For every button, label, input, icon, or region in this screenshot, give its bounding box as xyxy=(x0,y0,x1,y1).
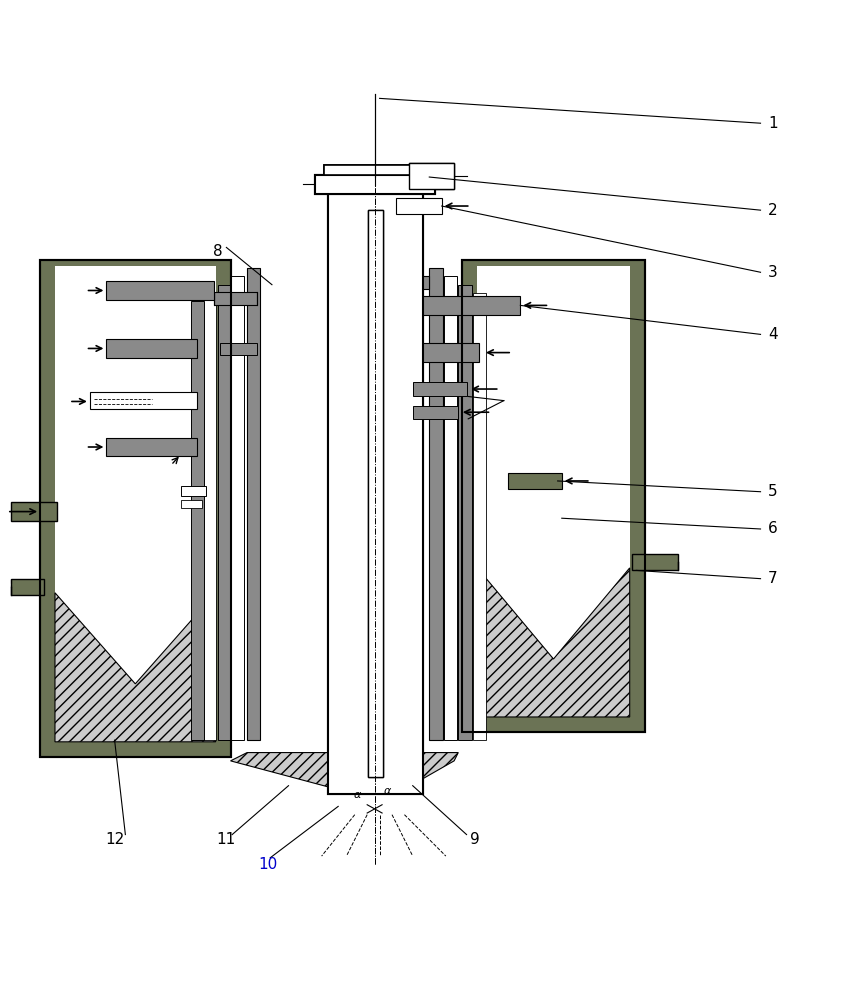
Bar xyxy=(413,406,458,419)
Bar xyxy=(106,281,214,300)
Bar xyxy=(90,392,197,409)
Bar xyxy=(462,260,645,732)
Bar xyxy=(508,473,562,489)
Text: 5: 5 xyxy=(768,484,778,499)
Text: 12: 12 xyxy=(105,832,125,847)
Bar xyxy=(316,175,435,194)
Bar xyxy=(247,268,260,740)
Bar xyxy=(368,210,383,777)
Text: $\alpha$: $\alpha$ xyxy=(383,786,392,796)
Bar xyxy=(473,293,487,740)
Bar xyxy=(396,198,442,214)
Polygon shape xyxy=(386,753,458,794)
Text: 1: 1 xyxy=(768,116,778,131)
Bar xyxy=(181,500,201,508)
Bar xyxy=(323,165,427,175)
Bar xyxy=(316,175,435,194)
Bar xyxy=(632,554,678,570)
Bar xyxy=(323,165,427,175)
Bar xyxy=(413,296,520,315)
Text: 6: 6 xyxy=(768,521,778,536)
Text: 10: 10 xyxy=(258,857,277,872)
Bar xyxy=(413,343,479,362)
Polygon shape xyxy=(231,753,365,794)
Polygon shape xyxy=(332,761,369,790)
Bar xyxy=(203,293,216,740)
Polygon shape xyxy=(55,593,216,742)
Bar xyxy=(191,301,204,740)
Bar xyxy=(55,266,216,742)
Bar xyxy=(218,285,232,740)
Bar xyxy=(458,285,472,740)
Bar xyxy=(462,260,645,732)
Bar xyxy=(231,276,244,740)
Text: 9: 9 xyxy=(470,832,480,847)
Bar xyxy=(40,260,231,757)
Bar xyxy=(11,502,56,521)
Text: $\alpha$: $\alpha$ xyxy=(353,790,362,800)
Bar xyxy=(220,343,257,355)
Bar xyxy=(408,163,454,189)
Bar xyxy=(214,292,257,305)
Bar xyxy=(328,194,423,794)
Text: 2: 2 xyxy=(768,203,778,218)
Bar xyxy=(11,579,45,595)
Bar xyxy=(408,163,454,189)
Bar xyxy=(445,276,457,740)
Bar xyxy=(40,260,231,757)
Text: 4: 4 xyxy=(768,327,778,342)
Bar xyxy=(328,194,423,794)
Polygon shape xyxy=(477,568,630,717)
Bar xyxy=(477,266,630,717)
Text: 3: 3 xyxy=(768,265,778,280)
Bar xyxy=(106,438,197,456)
Text: 7: 7 xyxy=(768,571,778,586)
Bar xyxy=(106,339,197,358)
Bar xyxy=(413,382,466,396)
Bar xyxy=(388,276,429,289)
Text: 8: 8 xyxy=(213,244,223,259)
Bar xyxy=(181,486,205,496)
Bar xyxy=(368,210,383,777)
Text: 11: 11 xyxy=(216,832,236,847)
Bar xyxy=(429,268,443,740)
